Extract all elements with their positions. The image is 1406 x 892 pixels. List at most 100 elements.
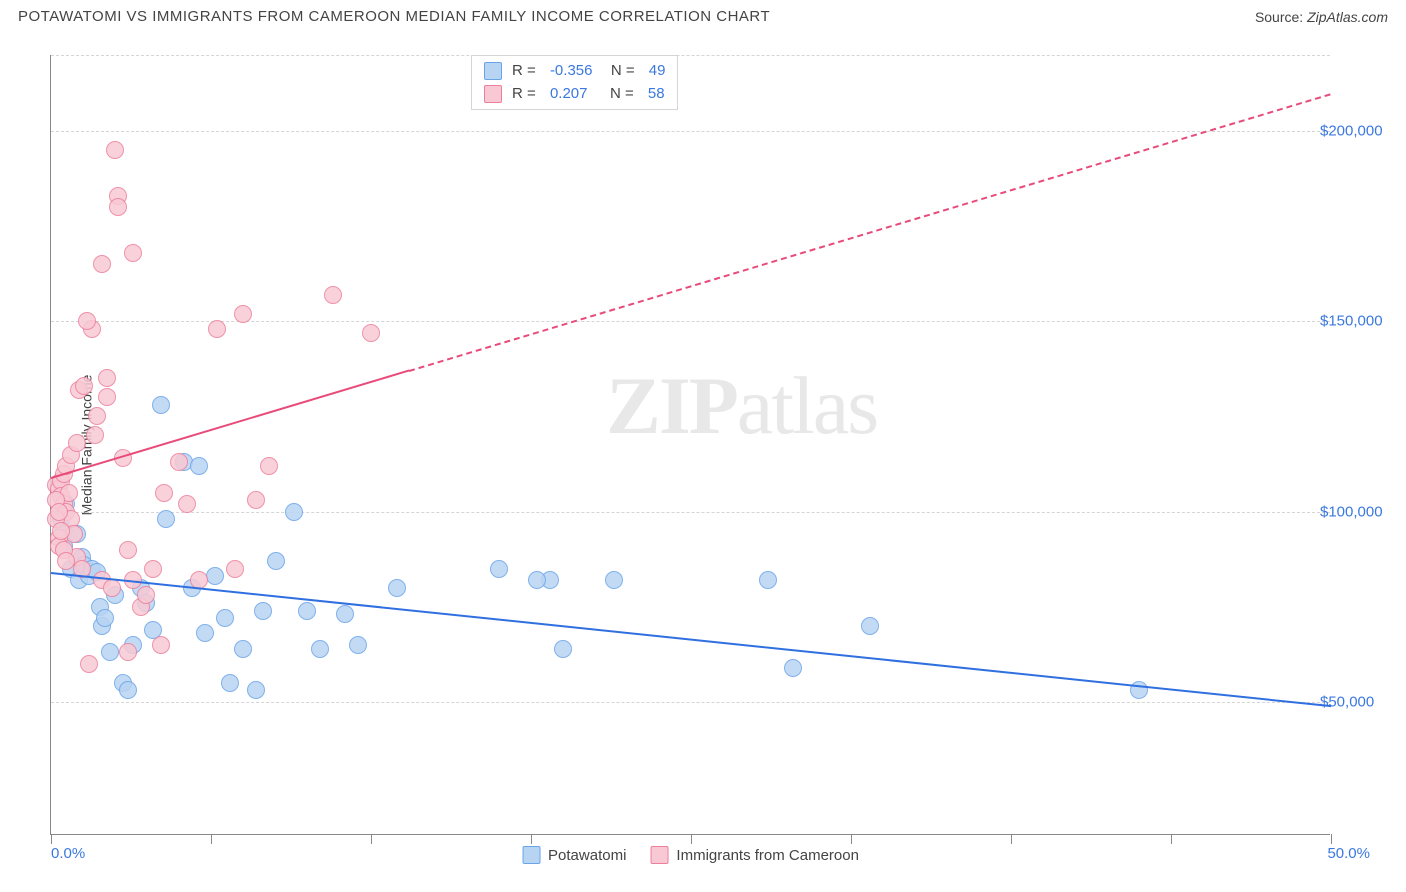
n-label: N = xyxy=(602,60,638,83)
legend-swatch-1 xyxy=(650,846,668,864)
data-point-series-0 xyxy=(254,602,272,620)
gridline-h xyxy=(51,55,1330,56)
data-point-series-0 xyxy=(119,681,137,699)
data-point-series-0 xyxy=(267,552,285,570)
x-tick xyxy=(531,834,532,844)
data-point-series-0 xyxy=(196,624,214,642)
data-point-series-0 xyxy=(298,602,316,620)
data-point-series-0 xyxy=(206,567,224,585)
source-citation: Source: ZipAtlas.com xyxy=(1255,9,1388,25)
data-point-series-1 xyxy=(226,560,244,578)
n-value-1: 58 xyxy=(648,83,665,106)
data-point-series-1 xyxy=(80,655,98,673)
data-point-series-0 xyxy=(861,617,879,635)
data-point-series-0 xyxy=(157,510,175,528)
data-point-series-1 xyxy=(234,305,252,323)
data-point-series-0 xyxy=(784,659,802,677)
plot-area: ZIPatlas R = -0.356 N = 49 R = 0.207 N =… xyxy=(50,55,1330,835)
n-label: N = xyxy=(597,83,637,106)
data-point-series-1 xyxy=(144,560,162,578)
stats-row-series-0: R = -0.356 N = 49 xyxy=(484,60,665,83)
r-value-0: -0.356 xyxy=(550,60,593,83)
data-point-series-1 xyxy=(57,552,75,570)
source-label: Source: xyxy=(1255,9,1303,25)
y-tick-label: $150,000 xyxy=(1320,313,1400,330)
y-tick-label: $50,000 xyxy=(1320,693,1400,710)
data-point-series-1 xyxy=(52,522,70,540)
data-point-series-1 xyxy=(78,312,96,330)
y-tick-label: $200,000 xyxy=(1320,123,1400,140)
data-point-series-1 xyxy=(178,495,196,513)
data-point-series-1 xyxy=(86,426,104,444)
data-point-series-0 xyxy=(349,636,367,654)
data-point-series-1 xyxy=(98,369,116,387)
gridline-h xyxy=(51,512,1330,513)
data-point-series-1 xyxy=(75,377,93,395)
legend-item-1: Immigrants from Cameroon xyxy=(650,846,859,864)
data-point-series-1 xyxy=(170,453,188,471)
legend-label-1: Immigrants from Cameroon xyxy=(676,847,859,864)
data-point-series-1 xyxy=(98,388,116,406)
data-point-series-1 xyxy=(152,636,170,654)
data-point-series-1 xyxy=(324,286,342,304)
correlation-stats-box: R = -0.356 N = 49 R = 0.207 N = 58 xyxy=(471,55,678,110)
data-point-series-1 xyxy=(124,244,142,262)
scatter-chart: Median Family Income ZIPatlas R = -0.356… xyxy=(50,55,1370,835)
data-point-series-0 xyxy=(311,640,329,658)
data-point-series-1 xyxy=(103,579,121,597)
x-tick xyxy=(371,834,372,844)
data-point-series-0 xyxy=(96,609,114,627)
data-point-series-0 xyxy=(101,643,119,661)
data-point-series-1 xyxy=(68,434,86,452)
data-point-series-0 xyxy=(216,609,234,627)
x-axis-min-label: 0.0% xyxy=(51,845,85,862)
data-point-series-1 xyxy=(50,503,68,521)
data-point-series-1 xyxy=(260,457,278,475)
x-tick xyxy=(1171,834,1172,844)
chart-header: POTAWATOMI VS IMMIGRANTS FROM CAMEROON M… xyxy=(0,0,1406,29)
n-value-0: 49 xyxy=(649,60,666,83)
data-point-series-0 xyxy=(490,560,508,578)
data-point-series-0 xyxy=(221,674,239,692)
source-link[interactable]: ZipAtlas.com xyxy=(1307,9,1388,25)
x-tick xyxy=(51,834,52,844)
data-point-series-1 xyxy=(155,484,173,502)
data-point-series-0 xyxy=(759,571,777,589)
data-point-series-0 xyxy=(554,640,572,658)
data-point-series-0 xyxy=(336,605,354,623)
gridline-h xyxy=(51,131,1330,132)
swatch-series-0 xyxy=(484,62,502,80)
x-tick xyxy=(1011,834,1012,844)
data-point-series-1 xyxy=(119,541,137,559)
r-value-1: 0.207 xyxy=(550,83,588,106)
watermark: ZIPatlas xyxy=(606,359,877,453)
x-tick xyxy=(691,834,692,844)
data-point-series-0 xyxy=(234,640,252,658)
data-point-series-0 xyxy=(285,503,303,521)
data-point-series-1 xyxy=(362,324,380,342)
legend-label-0: Potawatomi xyxy=(548,847,626,864)
data-point-series-1 xyxy=(109,198,127,216)
x-axis-max-label: 50.0% xyxy=(1327,845,1370,862)
chart-title: POTAWATOMI VS IMMIGRANTS FROM CAMEROON M… xyxy=(18,8,770,25)
legend-swatch-0 xyxy=(522,846,540,864)
x-tick xyxy=(1331,834,1332,844)
gridline-h xyxy=(51,702,1330,703)
data-point-series-1 xyxy=(93,255,111,273)
data-point-series-1 xyxy=(106,141,124,159)
data-point-series-1 xyxy=(119,643,137,661)
r-label: R = xyxy=(512,83,540,106)
data-point-series-0 xyxy=(388,579,406,597)
chart-legend: Potawatomi Immigrants from Cameroon xyxy=(522,846,859,864)
r-label: R = xyxy=(512,60,540,83)
y-tick-label: $100,000 xyxy=(1320,503,1400,520)
x-tick xyxy=(851,834,852,844)
swatch-series-1 xyxy=(484,85,502,103)
data-point-series-1 xyxy=(247,491,265,509)
data-point-series-0 xyxy=(152,396,170,414)
data-point-series-1 xyxy=(88,407,106,425)
data-point-series-0 xyxy=(190,457,208,475)
trend-line-series-1-dashed xyxy=(409,93,1331,372)
data-point-series-1 xyxy=(208,320,226,338)
legend-item-0: Potawatomi xyxy=(522,846,626,864)
